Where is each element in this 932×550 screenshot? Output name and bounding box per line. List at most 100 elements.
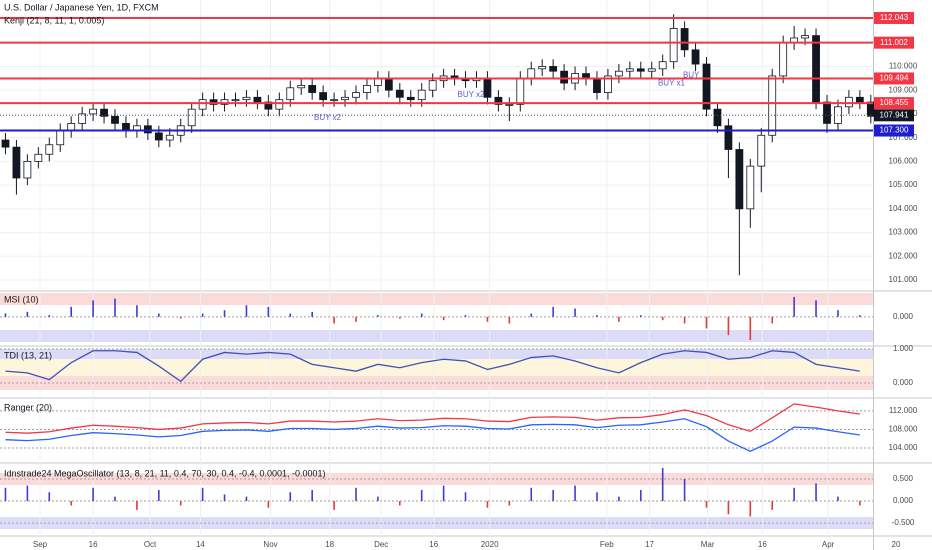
bar: [771, 501, 774, 510]
bar: [289, 313, 292, 317]
bar: [815, 300, 817, 317]
annotation: BUY: [683, 71, 700, 80]
candle-body: [658, 61, 667, 70]
bar: [464, 492, 467, 502]
candle-body: [406, 96, 415, 101]
bar: [245, 496, 248, 502]
candle-body: [735, 149, 744, 210]
bar: [201, 487, 204, 502]
bar: [464, 315, 467, 317]
candle-body: [768, 75, 777, 136]
bar: [4, 487, 7, 502]
x-tick-label: 16: [89, 540, 98, 549]
bar: [289, 492, 292, 502]
candle-body: [483, 77, 492, 98]
y-tick-label: 1.000: [893, 344, 914, 353]
annotation: BUY x2: [314, 113, 342, 122]
candle-body: [111, 115, 119, 124]
bar: [158, 313, 160, 317]
y-tick-label: 104.000: [889, 204, 918, 213]
candle-body: [395, 89, 404, 98]
candle-body: [614, 70, 623, 77]
bar: [508, 316, 511, 324]
bar: [92, 300, 94, 317]
candle-body: [494, 96, 503, 105]
candle-body: [713, 108, 722, 127]
bar: [4, 313, 7, 317]
candle-body: [253, 96, 262, 103]
x-tick-label: Dec: [374, 540, 388, 549]
bar: [683, 316, 686, 324]
bar: [705, 316, 708, 329]
x-tick-label: 18: [325, 540, 334, 549]
x-tick-label: 16: [429, 540, 438, 549]
candle-body: [746, 165, 755, 210]
candle-body: [527, 68, 536, 79]
bar: [815, 483, 817, 502]
bar: [267, 501, 270, 508]
candle-body: [669, 28, 678, 63]
bar: [333, 316, 335, 324]
x-tick-label: Oct: [144, 540, 157, 549]
candle-body: [231, 99, 240, 102]
bar: [223, 310, 226, 317]
bar: [267, 306, 270, 317]
level-label-box: [874, 124, 914, 137]
candle-body: [100, 108, 108, 117]
panel-title: Idnstrade24 MegaOscillator (13, 8, 21, 1…: [4, 468, 326, 478]
candle-body: [1, 139, 10, 148]
x-tick-label: 17: [645, 540, 654, 549]
x-tick-label: Feb: [600, 540, 614, 549]
bar: [793, 487, 795, 502]
level-label: 108.455: [880, 98, 909, 107]
level-label: 107.300: [880, 126, 909, 135]
x-tick-label: Apr: [822, 540, 835, 549]
annotation: BUY x1: [658, 79, 686, 88]
bar: [486, 501, 489, 508]
candle-body: [78, 113, 87, 124]
bar: [48, 315, 51, 317]
candle-body: [143, 125, 152, 134]
candle-body: [691, 49, 700, 65]
x-tick-label: Sep: [33, 540, 48, 549]
bar: [420, 313, 423, 317]
candle-body: [384, 77, 393, 91]
candle-body: [702, 63, 711, 110]
candle-body: [45, 144, 54, 155]
y-tick-label: 109.000: [889, 85, 918, 94]
annotation: BUY x2: [458, 90, 486, 99]
level-label: 112.043: [880, 13, 909, 22]
level-label-box: [874, 11, 914, 24]
candle-body: [604, 75, 612, 93]
x-tick-label: Mar: [701, 540, 715, 549]
bar: [530, 487, 533, 502]
bar: [639, 315, 642, 317]
y-tick-label: 0.000: [893, 312, 914, 321]
series-line: [5, 418, 860, 453]
series-line: [5, 350, 860, 383]
bar: [26, 485, 29, 502]
level-label: 109.494: [880, 74, 909, 83]
panel-title: TDI (13, 21): [4, 350, 52, 360]
bar: [793, 296, 795, 317]
candle-body: [341, 96, 349, 101]
bar: [859, 315, 861, 317]
candle-body: [352, 92, 360, 98]
y-tick-label: 0.500: [893, 474, 914, 483]
candle-body: [67, 123, 76, 131]
candle-body: [122, 123, 130, 131]
candle-body: [625, 68, 634, 72]
x-tick-label: 14: [196, 540, 205, 549]
bar: [837, 310, 839, 317]
bar: [377, 315, 379, 317]
bar: [596, 492, 598, 502]
candle-body: [845, 96, 853, 108]
bar: [114, 496, 116, 502]
candle-body: [823, 101, 831, 124]
candle-body: [187, 108, 196, 127]
bar: [399, 501, 401, 506]
y-tick-label: 0.000: [893, 496, 914, 505]
